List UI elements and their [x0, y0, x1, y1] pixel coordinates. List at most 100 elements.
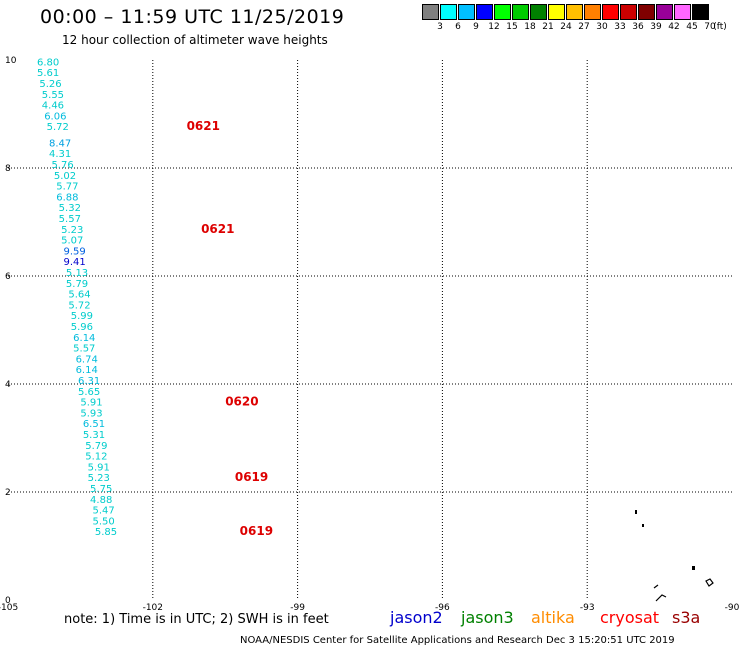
x-tick-label: -105: [0, 603, 18, 613]
wave-height-value: 5.72: [68, 300, 90, 311]
coast-segment: [653, 584, 659, 589]
colorbar-swatch: [692, 4, 709, 20]
wave-height-value: 6.06: [44, 111, 66, 122]
grid-lines: [8, 60, 732, 600]
legend-jason2: jason2: [390, 608, 443, 627]
wave-height-value: 5.47: [92, 506, 114, 517]
colorbar-swatch: [494, 4, 511, 20]
island-mark: [635, 510, 637, 514]
wave-height-value: 5.93: [80, 408, 102, 419]
chart-title: 00:00 – 11:59 UTC 11/25/2019: [40, 6, 345, 28]
colorbar-label: 24: [560, 22, 572, 32]
island-mark: [642, 524, 644, 527]
colorbar-label: 15: [506, 22, 518, 32]
colorbar-label: 9: [473, 22, 479, 32]
colorbar-swatch: [620, 4, 637, 20]
y-tick-label: 10: [5, 56, 17, 66]
coastline-fragments: [635, 510, 714, 602]
wave-height-value: 5.02: [54, 171, 76, 182]
colorbar-label: 39: [650, 22, 662, 32]
colorbar-label: 21: [542, 22, 554, 32]
wave-height-value: 8.47: [49, 138, 71, 149]
wave-height-value: 5.32: [59, 203, 81, 214]
wave-height-value: 5.55: [42, 90, 64, 101]
y-tick-label: 8: [5, 164, 11, 174]
wave-height-value: 9.41: [64, 257, 86, 268]
footer-credit: NOAA/NESDIS Center for Satellite Applica…: [240, 635, 675, 646]
wave-height-value: 4.46: [42, 101, 64, 112]
axis-ticks: -105 -102 -99 -96 -93 -90 0 2 4 6 8 10: [0, 56, 740, 613]
wave-height-value: 5.12: [85, 452, 107, 463]
wave-height-value: 6.14: [73, 333, 95, 344]
wave-height-value: 5.23: [61, 225, 83, 236]
legend-cryosat: cryosat: [600, 608, 660, 627]
time-label: 0621: [187, 119, 220, 133]
wave-height-value: 5.57: [73, 344, 95, 355]
wave-height-value: 5.65: [78, 387, 100, 398]
legend-altika: altika: [531, 608, 575, 627]
colorbar-swatch: [656, 4, 673, 20]
time-label: 0621: [201, 222, 234, 236]
y-tick-label: 4: [5, 380, 11, 390]
x-tick-label: -102: [143, 603, 163, 613]
y-tick-label: 2: [5, 488, 11, 498]
island-mark: [692, 566, 695, 570]
wave-height-value: 5.79: [66, 279, 88, 290]
wave-height-value: 5.50: [92, 516, 114, 527]
wave-height-value: 5.31: [83, 430, 105, 441]
colorbar-swatch: [422, 4, 439, 20]
wave-height-value: 5.07: [61, 236, 83, 247]
colorbar-swatch: [566, 4, 583, 20]
wave-height-value: 6.74: [76, 354, 98, 365]
legend-s3a: s3a: [672, 608, 701, 627]
wave-height-value: 5.64: [68, 290, 90, 301]
colorbar-unit: (ft): [713, 22, 727, 32]
island-outline: [705, 578, 714, 587]
wave-height-value: 5.91: [88, 462, 110, 473]
colorbar-label: 45: [686, 22, 698, 32]
colorbar-swatch: [548, 4, 565, 20]
y-tick-label: 0: [5, 596, 11, 606]
colorbar-swatch: [602, 4, 619, 20]
colorbar-swatch: [512, 4, 529, 20]
wave-height-value: 5.75: [90, 484, 112, 495]
time-labels: 0621 0621 0620 0619 0619: [187, 119, 273, 538]
time-label: 0619: [240, 524, 273, 538]
time-label: 0619: [235, 470, 268, 484]
wave-height-value: 5.79: [85, 441, 107, 452]
wave-height-points: 6.805.615.265.554.466.065.728.474.315.76…: [37, 57, 117, 538]
wave-height-value: 5.57: [59, 214, 81, 225]
wave-height-colorbar: 3 6 9 12 15 18 21 24 27 30 33 36 39 42 45 70 (ft): [422, 4, 740, 34]
legend-jason3: jason3: [461, 608, 514, 627]
colorbar-label: 33: [614, 22, 626, 32]
colorbar-swatch: [440, 4, 457, 20]
chart-subtitle: 12 hour collection of altimeter wave hei…: [62, 33, 328, 47]
wave-height-value: 6.51: [83, 419, 105, 430]
colorbar-swatch: [476, 4, 493, 20]
x-tick-label: -96: [435, 603, 450, 613]
wave-height-value: 6.88: [56, 192, 78, 203]
wave-height-value: 5.76: [51, 160, 73, 171]
wave-height-value: 5.96: [71, 322, 93, 333]
wave-height-value: 4.88: [90, 495, 112, 506]
colorbar-label: 3: [437, 22, 443, 32]
wave-height-value: 5.85: [95, 527, 117, 538]
time-label: 0620: [225, 395, 258, 409]
wave-height-value: 4.31: [49, 149, 71, 160]
x-tick-label: -99: [290, 603, 305, 613]
colorbar-label: 70: [704, 22, 716, 32]
colorbar-swatch: [458, 4, 475, 20]
wave-height-value: 6.80: [37, 57, 59, 68]
coast-segment: [655, 594, 667, 602]
wave-height-value: 6.14: [76, 365, 98, 376]
wave-height-value: 5.26: [39, 79, 61, 90]
colorbar-swatch: [530, 4, 547, 20]
colorbar-label: 18: [524, 22, 536, 32]
wave-height-value: 5.72: [47, 122, 69, 133]
colorbar-label: 36: [632, 22, 644, 32]
wave-height-value: 5.99: [71, 311, 93, 322]
wave-height-value: 5.91: [80, 398, 102, 409]
units-note: note: 1) Time is in UTC; 2) SWH is in fe…: [64, 612, 329, 627]
colorbar-label: 6: [455, 22, 461, 32]
